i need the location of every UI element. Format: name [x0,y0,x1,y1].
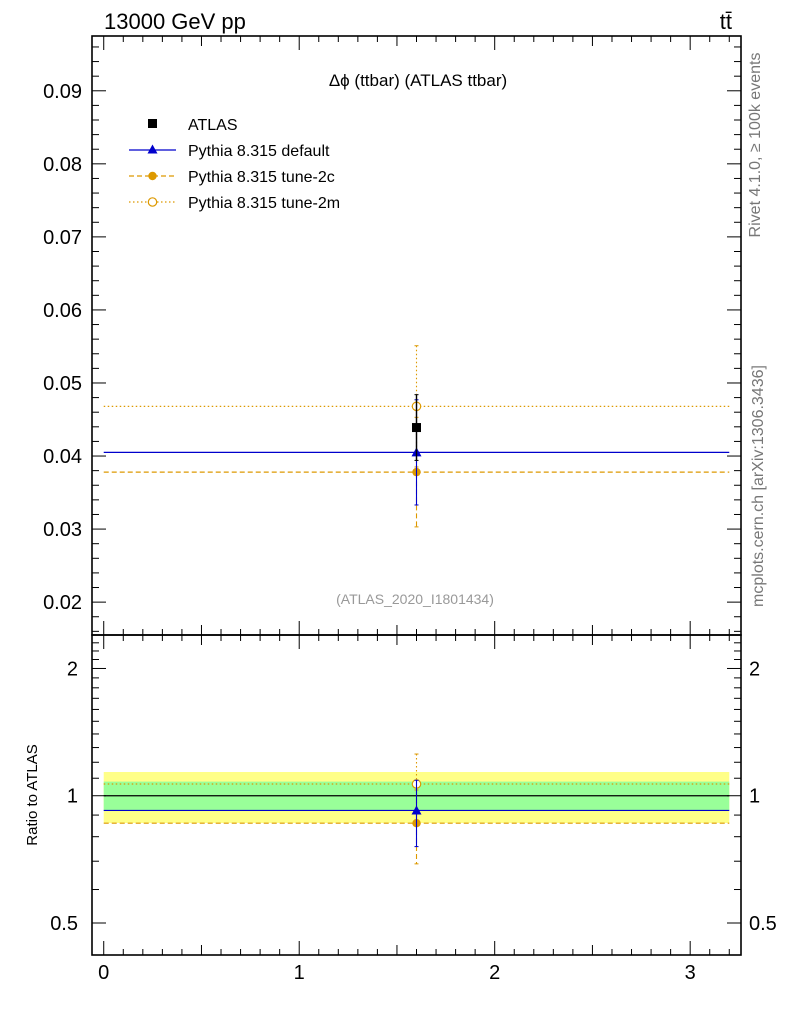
ratio-y-tick-label-right: 1 [749,786,760,808]
y-tick-label: 0.07 [43,227,82,249]
ratio-axis-label: Ratio to ATLAS [24,744,41,845]
x-tick-label: 1 [294,962,305,984]
y-tick-label: 0.02 [43,592,82,614]
source-label: mcplots.cern.ch [arXiv:1306.3436] [750,365,767,607]
legend-triangle-marker [147,144,158,154]
y-tick-label: 0.08 [43,154,82,176]
main-panel: Δϕ (ttbar) (ATLAS ttbar) (ATLAS_2020_I18… [43,35,742,636]
legend: ATLAS Pythia 8.315 default Pythia 8.315 … [129,117,340,212]
legend-label-default: Pythia 8.315 default [188,143,330,160]
ratio-panel: 0 1 2 3 0.5 0.5 1 1 2 2 Ratio to ATLAS [24,634,777,984]
y-tick-label: 0.04 [43,446,82,468]
chart-title: Δϕ (ttbar) (ATLAS ttbar) [329,71,507,90]
ratio-series-1-triangle-marker [411,805,422,815]
x-tick-label: 2 [489,962,500,984]
legend-circle-marker [148,171,157,181]
legend-label-tune-2m: Pythia 8.315 tune-2m [188,195,340,212]
rivet-version-label: Rivet 4.1.0, ≥ 100k events [747,53,764,238]
analysis-watermark: (ATLAS_2020_I1801434) [336,591,494,607]
y-tick-label: 0.03 [43,519,82,541]
main-data [103,345,730,528]
legend-entry-tune-2c: Pythia 8.315 tune-2c [129,169,335,186]
ratio-y-tick-label-right: 0.5 [749,913,777,935]
legend-label-atlas: ATLAS [188,117,238,134]
legend-entry-atlas: ATLAS [148,117,238,134]
energy-label: 13000 GeV pp [104,9,246,34]
legend-square-marker [148,119,157,128]
legend-entry-tune-2m: Pythia 8.315 tune-2m [129,195,340,212]
y-tick-label: 0.09 [43,81,82,103]
ratio-y-tick-label: 0.5 [50,913,78,935]
y-tick-label: 0.05 [43,373,82,395]
x-tick-label: 3 [685,962,696,984]
legend-label-tune-2c: Pythia 8.315 tune-2c [188,169,335,186]
process-label: tt̄ [720,9,732,34]
main-axes: 0.02 0.03 0.04 0.05 0.06 0.07 0.08 0.09 [43,35,742,636]
series-0-square-marker [412,423,421,433]
ratio-axes: 0 1 2 3 0.5 0.5 1 1 2 2 [50,634,777,984]
legend-open-circle-marker [147,197,158,207]
ratio-y-tick-label-right: 2 [749,658,760,680]
x-tick-label: 0 [98,962,109,984]
y-tick-label: 0.06 [43,300,82,322]
legend-entry-default: Pythia 8.315 default [129,143,330,160]
ratio-y-tick-label: 1 [67,786,78,808]
ratio-data [103,753,730,865]
ratio-y-tick-label: 2 [67,658,78,680]
